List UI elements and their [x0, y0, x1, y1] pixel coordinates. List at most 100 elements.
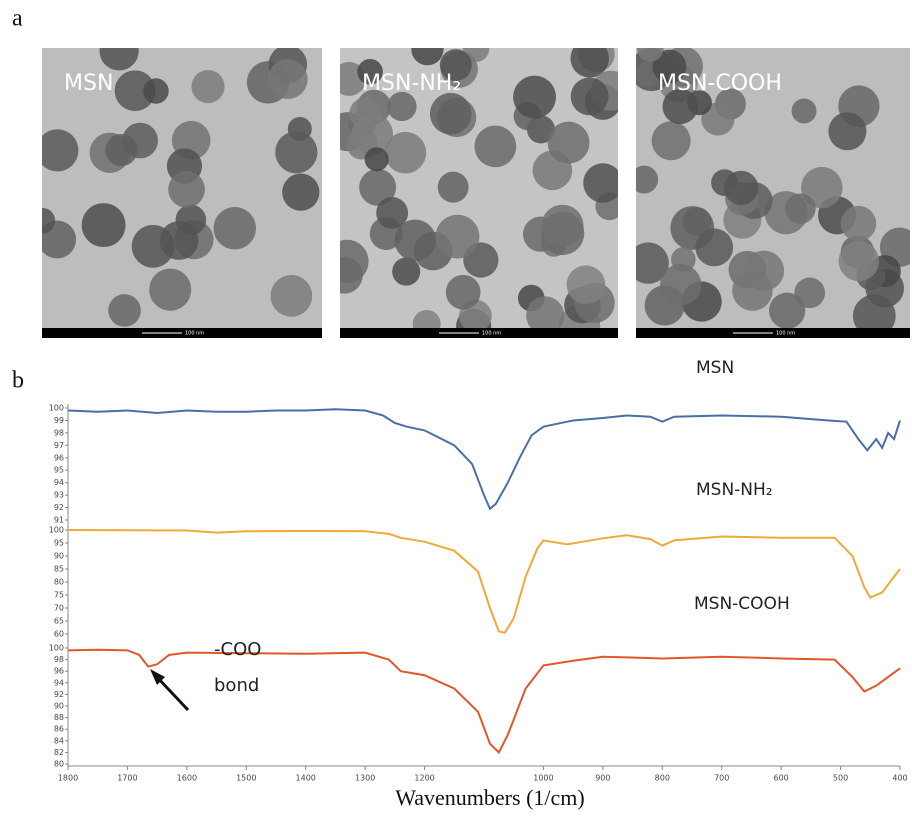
spectrum-line	[68, 409, 900, 509]
series-label: MSN-NH₂	[696, 480, 773, 500]
particle	[122, 123, 158, 159]
y-tick-label: 82	[54, 748, 64, 757]
x-axis-label: Wavenumbers (1/cm)	[395, 785, 584, 810]
x-tick-label: 600	[774, 774, 789, 783]
particle	[744, 251, 784, 291]
particle	[570, 39, 608, 77]
y-tick-label: 65	[54, 617, 64, 626]
particle	[652, 121, 691, 160]
y-tick-label: 99	[54, 416, 64, 425]
tem-images: 100 nm MSN 100 nm MSN-NH₂ 100 nm MSN-COOH	[30, 31, 912, 346]
particle	[637, 35, 664, 62]
y-tick-label: 80	[54, 578, 64, 587]
particle	[30, 208, 56, 234]
particle	[841, 206, 877, 242]
image-label: MSN	[64, 71, 113, 96]
particle	[143, 78, 169, 104]
particle	[430, 93, 472, 135]
y-tick-label: 94	[54, 478, 64, 487]
particle	[541, 205, 583, 247]
series-label: MSN	[696, 358, 734, 378]
particle	[785, 193, 815, 223]
series-label: MSN-COOH	[694, 594, 790, 614]
particle	[191, 70, 224, 103]
particle	[567, 265, 606, 304]
particle	[82, 203, 126, 247]
particle	[474, 126, 516, 168]
y-tick-label: 85	[54, 565, 64, 574]
particle	[268, 59, 308, 99]
particle	[100, 31, 139, 70]
y-tick-label: 98	[54, 655, 64, 664]
x-tick-label: 1300	[355, 774, 375, 783]
panel-label: b	[12, 368, 24, 394]
y-tick-label: 84	[54, 736, 64, 745]
y-tick-label: 91	[54, 516, 64, 525]
particle	[794, 278, 825, 309]
y-tick-label: 75	[54, 591, 64, 600]
particle	[630, 166, 658, 194]
ftir-plot: 919293949596979899100MSN6065707580859095…	[49, 358, 908, 810]
particle	[160, 221, 199, 260]
x-tick-label: 1800	[58, 774, 78, 783]
y-tick-label: 93	[54, 491, 64, 500]
y-tick-label: 96	[54, 667, 64, 676]
scale-label: 100 nm	[482, 331, 501, 337]
particle	[326, 257, 363, 294]
y-tick-label: 98	[54, 428, 64, 437]
particle	[108, 294, 141, 327]
particle	[446, 275, 481, 310]
y-tick-label: 94	[54, 678, 64, 687]
particle	[438, 172, 469, 203]
annotation: -COO	[214, 639, 261, 660]
scale-label: 100 nm	[185, 331, 204, 337]
y-tick-label: 96	[54, 453, 64, 462]
particle	[271, 275, 313, 317]
y-tick-label: 100	[49, 526, 64, 535]
x-tick-label: 1000	[533, 774, 553, 783]
y-tick-label: 92	[54, 503, 64, 512]
y-tick-label: 86	[54, 725, 64, 734]
x-tick-label: 800	[655, 774, 670, 783]
particle	[275, 131, 317, 173]
particle	[548, 122, 590, 164]
particle	[411, 33, 443, 65]
particle	[168, 171, 205, 208]
image-label: MSN-COOH	[658, 71, 782, 96]
particle	[660, 264, 701, 305]
particle	[376, 197, 408, 229]
y-tick-label: 80	[54, 760, 64, 769]
particle	[828, 112, 866, 150]
y-tick-label: 95	[54, 466, 64, 475]
x-tick-label: 900	[595, 774, 610, 783]
y-tick-label: 95	[54, 539, 64, 548]
annotation: bond	[214, 675, 259, 696]
particle	[436, 215, 480, 259]
x-tick-label: 700	[714, 774, 729, 783]
y-tick-label: 90	[54, 702, 64, 711]
particle	[571, 78, 609, 116]
particle	[792, 99, 817, 124]
y-tick-label: 100	[49, 644, 64, 653]
particle	[365, 147, 389, 171]
x-tick-label: 500	[833, 774, 848, 783]
y-tick-label: 90	[54, 552, 64, 561]
x-tick-label: 1500	[236, 774, 256, 783]
particle	[695, 228, 733, 266]
x-tick-label: 1200	[414, 774, 434, 783]
x-tick-label: 1400	[296, 774, 316, 783]
image-label: MSN-NH₂	[362, 71, 461, 96]
x-tick-label: 400	[892, 774, 907, 783]
scale-label: 100 nm	[776, 331, 795, 337]
particle	[513, 76, 556, 119]
x-tick-label: 1600	[177, 774, 197, 783]
spectrum-line	[68, 650, 900, 753]
y-tick-label: 60	[54, 630, 64, 639]
particle	[839, 241, 879, 281]
particle	[724, 171, 758, 205]
particle	[149, 269, 191, 311]
y-tick-label: 100	[49, 404, 64, 413]
x-tick-label: 1700	[117, 774, 137, 783]
spectrum-line	[68, 530, 900, 633]
panel-label: a	[12, 6, 23, 32]
